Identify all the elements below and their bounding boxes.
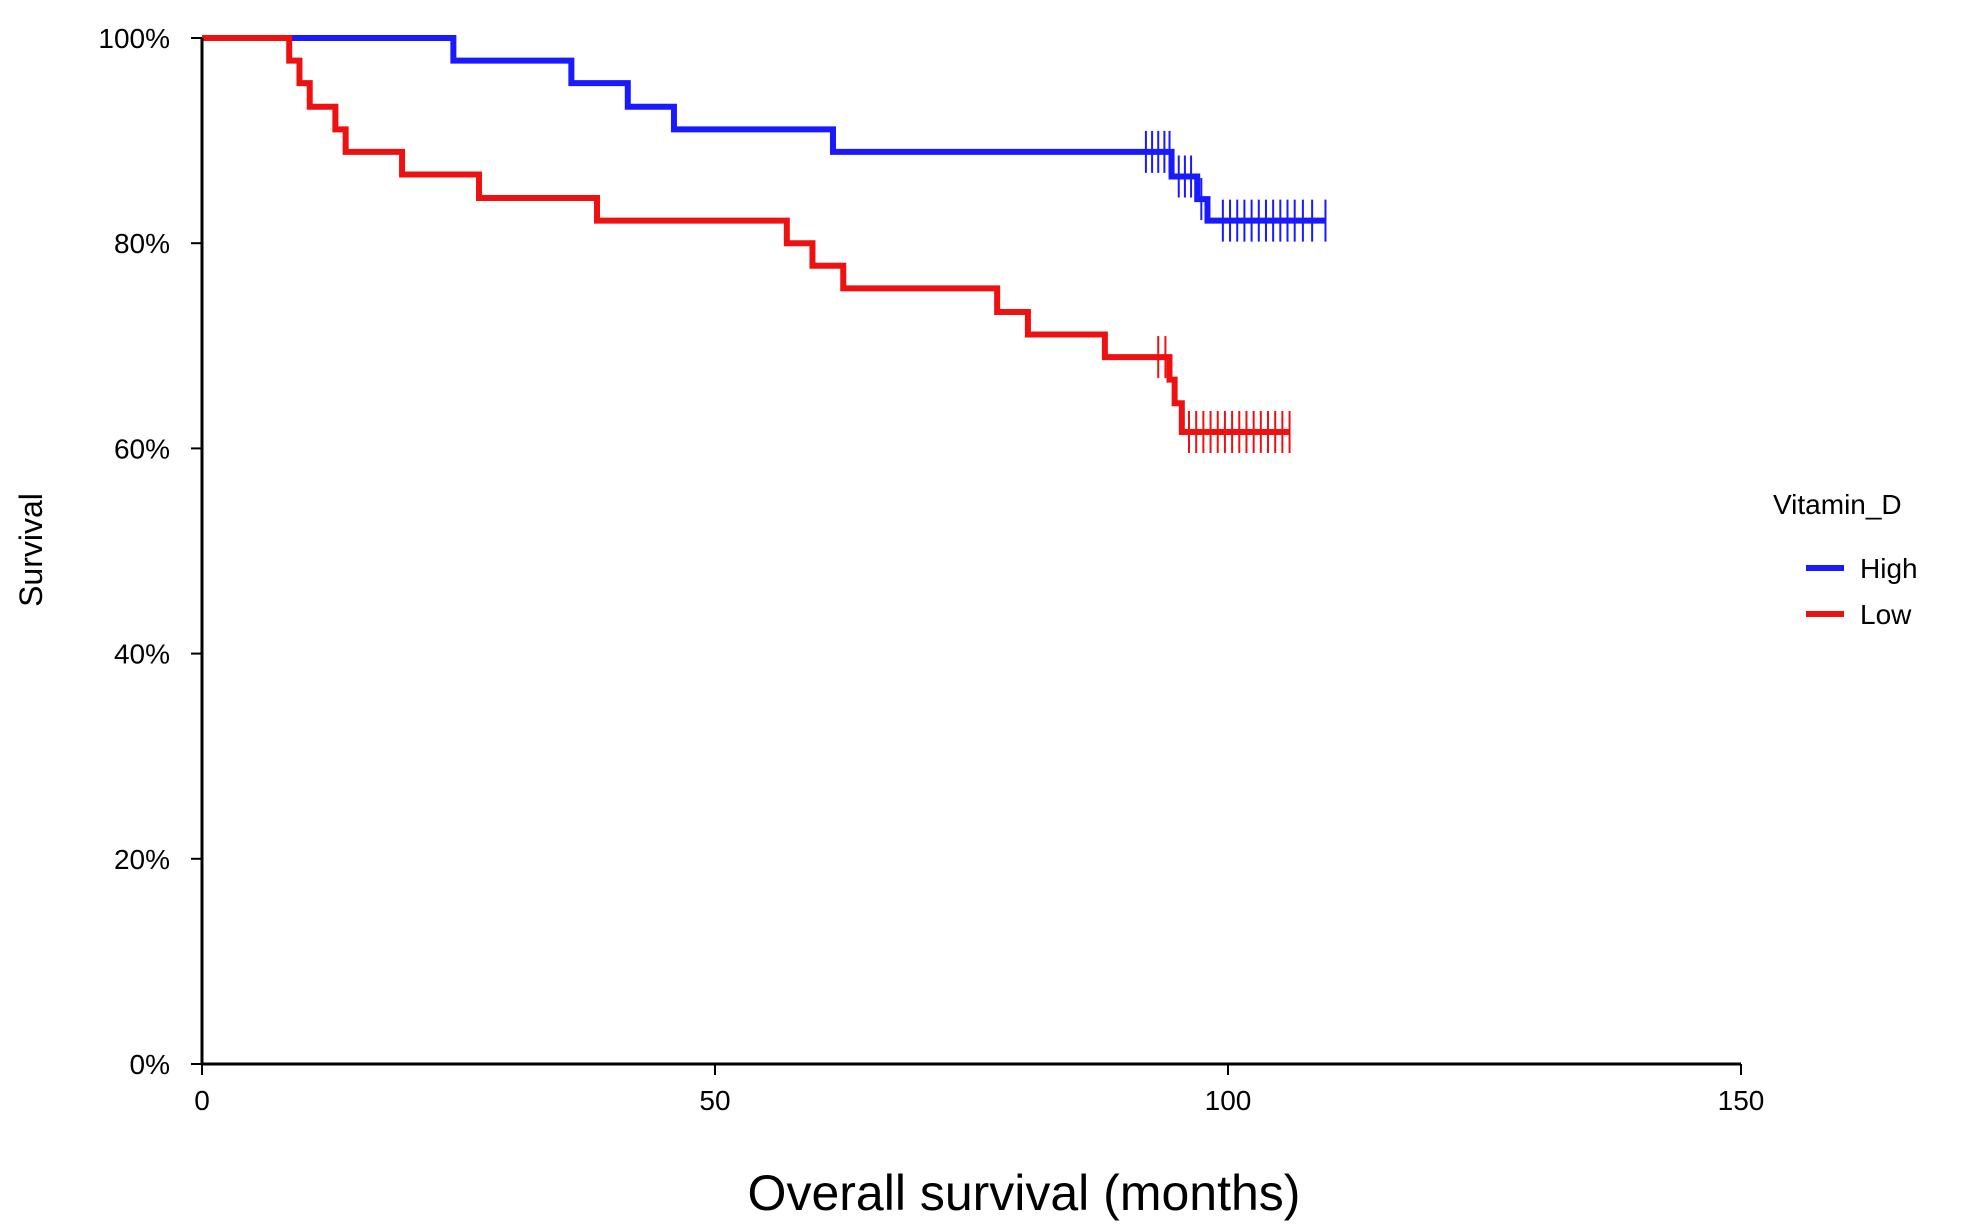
axes	[200, 38, 1741, 1066]
plot-area	[202, 35, 1327, 453]
survival-curve-low	[202, 35, 1290, 435]
x-tick-label: 50	[699, 1085, 730, 1116]
y-axis-title: Survival	[13, 493, 49, 607]
y-tick-label: 60%	[114, 433, 170, 464]
legend-label-high: High	[1860, 553, 1918, 584]
y-tick-label: 0%	[130, 1049, 170, 1080]
x-tick-label: 0	[194, 1085, 210, 1116]
y-tick-label: 100%	[98, 23, 170, 54]
y-tick-label: 80%	[114, 228, 170, 259]
legend-label-low: Low	[1860, 599, 1912, 630]
legend: Vitamin_D High Low	[1773, 489, 1918, 630]
series-high	[202, 35, 1327, 242]
y-tick-label: 40%	[114, 639, 170, 670]
x-tick-label: 150	[1718, 1085, 1765, 1116]
x-axis-title: Overall survival (months)	[748, 1165, 1301, 1221]
series-low	[202, 35, 1291, 453]
survival-curve-high	[202, 35, 1326, 224]
legend-title: Vitamin_D	[1773, 489, 1902, 520]
y-tick-label: 20%	[114, 844, 170, 875]
x-tick-label: 100	[1205, 1085, 1252, 1116]
axis-ticks: 0 50 100 150 0% 20% 40% 60% 80% 100%	[98, 23, 1764, 1116]
